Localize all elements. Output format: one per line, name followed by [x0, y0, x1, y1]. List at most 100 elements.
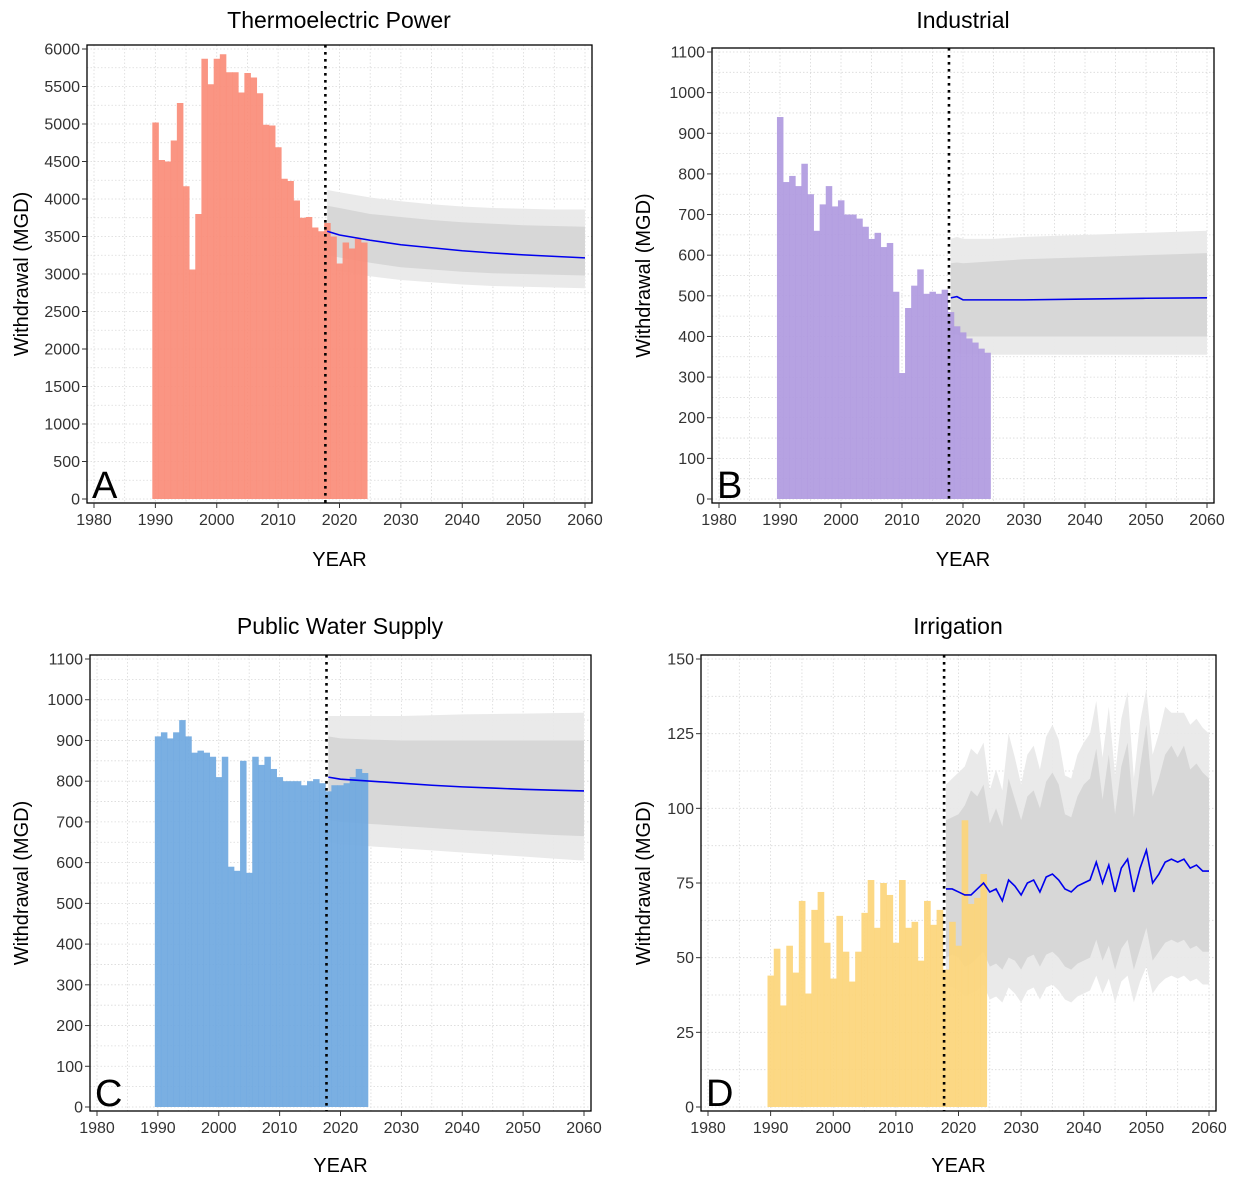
- y-tick-label: 900: [678, 126, 705, 143]
- bar: [225, 72, 233, 499]
- y-tick-label: 1100: [671, 45, 706, 62]
- bar: [837, 200, 845, 499]
- chart-panel-c: 1980 1990 2000 2010 2020 2030 2040 2050 2060 0 100…: [11, 613, 602, 1177]
- bar: [195, 214, 202, 499]
- bar: [905, 308, 912, 499]
- bar: [244, 73, 251, 499]
- bar: [789, 175, 796, 499]
- y-tick-label: 1000: [47, 692, 83, 709]
- bar: [980, 874, 988, 1107]
- y-tick-label: 5500: [44, 79, 80, 96]
- y-axis-label: Withdrawal (MGD): [633, 193, 655, 357]
- y-tick-label: 600: [678, 248, 705, 265]
- bar: [967, 903, 975, 1107]
- x-tick-label: 1980: [690, 1120, 726, 1137]
- bar: [262, 124, 270, 499]
- x-tick-label: 1990: [762, 512, 798, 529]
- bar: [275, 147, 282, 499]
- bar: [767, 975, 775, 1107]
- bar: [978, 348, 985, 499]
- bar: [961, 820, 969, 1107]
- y-tick-label: 0: [685, 1100, 694, 1117]
- bar: [173, 732, 180, 1107]
- x-tick-label: 2060: [1191, 1120, 1227, 1137]
- bar: [974, 897, 981, 1107]
- bar: [880, 883, 887, 1107]
- bar: [844, 214, 851, 499]
- y-tick-label: 25: [676, 1025, 694, 1042]
- forecast-inner-band: [327, 205, 585, 276]
- y-tick-label: 200: [678, 410, 705, 427]
- bar: [281, 178, 288, 499]
- bar: [276, 777, 284, 1107]
- y-tick-label: 0: [74, 1100, 83, 1117]
- bar: [795, 186, 802, 499]
- x-tick-label: 2000: [823, 512, 859, 529]
- y-tick-label: 900: [56, 733, 83, 750]
- bar: [287, 181, 294, 499]
- bar: [240, 760, 247, 1107]
- x-tick-label: 2050: [1129, 1120, 1165, 1137]
- bar: [282, 781, 290, 1107]
- bar: [294, 781, 302, 1107]
- bar: [179, 720, 186, 1107]
- bar: [311, 227, 319, 499]
- bar: [776, 117, 784, 499]
- chart-title: Irrigation: [913, 613, 1002, 639]
- y-tick-label: 2500: [44, 304, 80, 321]
- bar: [873, 927, 881, 1107]
- y-tick-label: 3500: [44, 229, 80, 246]
- bar: [325, 791, 332, 1107]
- bar: [158, 160, 165, 499]
- bar: [936, 909, 944, 1107]
- panel-letter: D: [706, 1073, 733, 1115]
- bar: [807, 194, 814, 499]
- y-tick-label: 400: [678, 329, 705, 346]
- bar: [942, 969, 950, 1107]
- x-tick-label: 2060: [567, 512, 603, 529]
- bar: [233, 870, 241, 1107]
- y-tick-label: 5000: [44, 117, 80, 134]
- y-axis-label: Withdrawal (MGD): [11, 801, 33, 965]
- x-tick-label: 2010: [878, 1120, 914, 1137]
- panel-letter: B: [717, 465, 742, 507]
- forecast-median-line: [945, 847, 1209, 904]
- bar: [848, 981, 856, 1107]
- bar: [176, 103, 184, 499]
- bar: [813, 230, 821, 500]
- x-tick-label: 2020: [323, 1120, 359, 1137]
- y-tick-label: 125: [667, 726, 694, 743]
- y-axis-label: Withdrawal (MGD): [11, 192, 33, 356]
- bar: [783, 182, 790, 499]
- x-tick-label: 2050: [1128, 512, 1164, 529]
- y-tick-label: 50: [676, 950, 694, 967]
- bar: [207, 84, 215, 499]
- bar: [354, 238, 362, 499]
- bar: [930, 924, 937, 1107]
- y-tick-label: 1500: [44, 379, 80, 396]
- bar: [264, 756, 271, 1107]
- x-tick-label: 2030: [384, 1120, 420, 1137]
- bar: [917, 960, 925, 1107]
- bar: [258, 764, 265, 1107]
- x-tick-label: 1980: [701, 512, 737, 529]
- y-tick-label: 1100: [49, 652, 84, 669]
- x-axis-label: YEAR: [936, 549, 990, 571]
- bar: [947, 312, 955, 499]
- y-tick-label: 150: [667, 652, 694, 669]
- bar: [929, 291, 936, 499]
- bar: [268, 125, 276, 499]
- y-tick-label: 4500: [44, 154, 80, 171]
- bar: [189, 269, 196, 499]
- x-tick-label: 2010: [884, 512, 920, 529]
- chart-panel-a: 1980 1990 2000 2010 2020 2030 2040 2050 2060 0 500…: [11, 7, 603, 571]
- forecast-inner-band: [945, 724, 1209, 970]
- bar: [219, 54, 227, 499]
- bar: [348, 248, 356, 499]
- bar: [164, 161, 172, 499]
- bar: [343, 783, 351, 1107]
- y-axis-label: Withdrawal (MGD): [633, 801, 655, 965]
- y-tick-label: 1000: [44, 417, 80, 434]
- chart-title: Public Water Supply: [237, 613, 444, 639]
- bar: [342, 242, 350, 499]
